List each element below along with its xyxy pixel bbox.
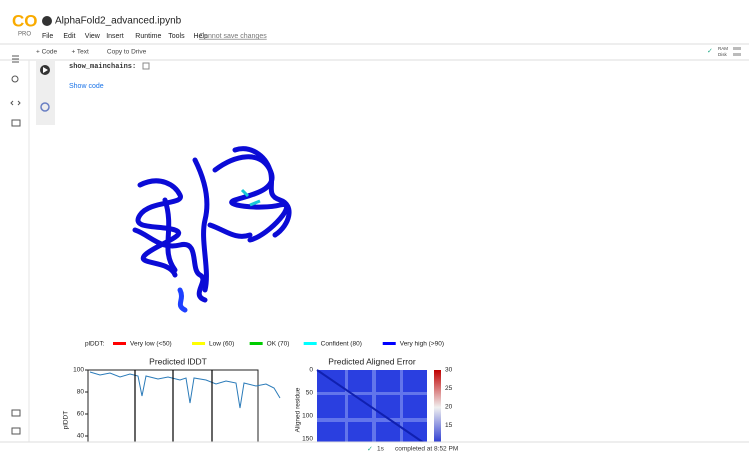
page: {"header":{"logo":"CO","badge":"PRO","ti… (0, 0, 749, 459)
files-icon[interactable] (12, 120, 20, 126)
y-tick-label: 80 (77, 389, 85, 396)
y-axis-title: Aligned residue (295, 387, 302, 432)
legend-entry: Low (60) (209, 341, 234, 348)
show-code-link[interactable]: Show code (69, 83, 104, 90)
menu-item[interactable]: Edit (63, 33, 75, 40)
search-icon[interactable] (12, 76, 18, 82)
status-check: ✓ (367, 446, 373, 453)
plot-title: Predicted Aligned Error (328, 356, 416, 366)
resource-label: Disk (718, 52, 727, 57)
status-time: 1s (377, 446, 385, 453)
colorbar (434, 370, 441, 445)
toolbar-button[interactable]: Copy to Drive (107, 49, 147, 56)
legend-swatch (250, 342, 263, 345)
toolbar-button[interactable]: + Text (71, 49, 89, 56)
menu-item[interactable]: File (42, 33, 53, 40)
colorbar-tick-label: 20 (445, 404, 453, 411)
legend-swatch (383, 342, 396, 345)
status-bar (0, 442, 749, 459)
badge: PRO (18, 32, 31, 38)
resource-label: RAM (718, 46, 728, 51)
screen: CO PRO AlphaFold2_advanced.ipynb File Edi… (0, 0, 749, 459)
legend-entry: Very low (<50) (130, 341, 172, 348)
status-text: completed at 8:52 PM (395, 446, 458, 453)
github-icon (42, 16, 52, 26)
menu-item[interactable]: Runtime (135, 33, 161, 40)
menu-item[interactable]: View (85, 33, 101, 40)
y-tick-label: 100 (73, 367, 84, 374)
y-tick-label: 40 (77, 433, 85, 440)
legend-swatch (304, 342, 317, 345)
legend-entry: OK (70) (267, 341, 290, 348)
checkbox[interactable] (143, 63, 149, 69)
y-tick-label: 0 (309, 367, 313, 374)
legend-entry: Very high (>90) (400, 341, 444, 348)
resource-bar (733, 53, 741, 56)
y-tick-label: 50 (306, 390, 314, 397)
legend-entry: Confident (80) (321, 341, 362, 348)
menu-item[interactable]: Tools (168, 33, 185, 40)
legend-swatch (192, 342, 205, 345)
legend-label: plDDT: (85, 341, 105, 348)
body: CO PRO AlphaFold2_advanced.ipynb File Edi… (0, 0, 749, 459)
colorbar-tick-label: 15 (445, 422, 453, 429)
logo: CO (12, 11, 38, 30)
legend-swatch (113, 342, 126, 345)
colorbar-tick-label: 25 (445, 385, 453, 392)
terminal-icon[interactable] (12, 410, 20, 416)
check: ✓ (707, 48, 713, 55)
code-icon[interactable] (11, 101, 20, 105)
toolbar-button[interactable]: + Code (36, 49, 58, 56)
protein-structure (135, 149, 289, 310)
colorbar-tick-label: 30 (445, 367, 453, 374)
resource-bar (733, 47, 741, 50)
param-label: show_mainchains: (69, 63, 136, 71)
notebook-title[interactable]: AlphaFold2_advanced.ipynb (55, 16, 182, 27)
keyboard-icon[interactable] (12, 428, 20, 434)
y-tick-label: 60 (77, 411, 85, 418)
menu-item[interactable]: Insert (106, 33, 124, 40)
plot-title: Predicted lDDT (149, 356, 207, 366)
y-tick-label: 100 (302, 413, 313, 420)
save-notice[interactable]: Cannot save changes (199, 33, 267, 40)
y-axis-title: plDDT (63, 411, 70, 429)
